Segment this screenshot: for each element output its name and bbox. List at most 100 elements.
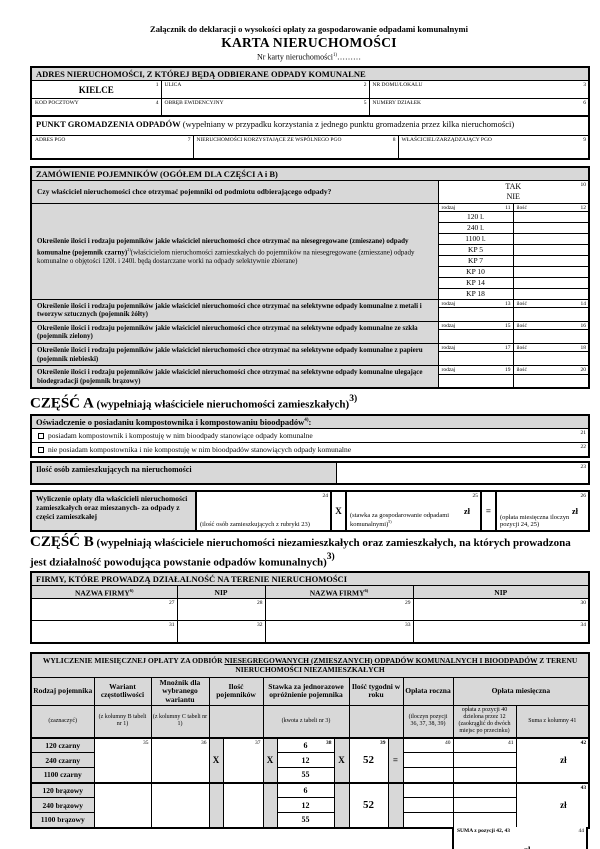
multiply-operator: X	[330, 489, 347, 532]
rodzaj-field[interactable]	[437, 373, 514, 389]
rodzaj-label: rodzaj	[441, 322, 456, 329]
row-label-1100-czarny[interactable]: 1100 czarny	[30, 767, 95, 784]
option-yes[interactable]: TAK	[505, 181, 522, 191]
equals-operator: =	[387, 736, 404, 784]
oplata-roczna-field[interactable]	[402, 781, 454, 799]
quantity-field[interactable]	[512, 351, 590, 367]
quantity-field[interactable]	[512, 329, 590, 345]
composter-no-checkbox[interactable]	[38, 446, 44, 453]
pgo-owner-field[interactable]: WŁAŚCICIEL/ZARZĄDZAJĄCY PGO 9	[397, 135, 590, 160]
residents-count-field[interactable]: 23	[335, 461, 590, 485]
multiply-operator: X	[208, 736, 224, 784]
company-name-field[interactable]: 33	[264, 620, 414, 644]
col-ilosc-header: Ilość pojemników	[208, 676, 264, 707]
row-label-120-brazowy[interactable]: 120 brązowy	[30, 781, 95, 799]
cell-number: 10	[580, 181, 587, 188]
option-no[interactable]: NIE	[506, 191, 520, 201]
containers-section-title: ZAMÓWIENIE POJEMNIKÓW (OGÓŁEM DLA CZĘŚCI…	[30, 166, 590, 181]
mnoznik-field-czarny[interactable]: 36	[150, 736, 210, 784]
postal-code-field[interactable]: KOD POCZTOWY 4	[30, 97, 162, 117]
col-mnoznik-caption: (z kolumny C tabeli nr 1)	[150, 705, 210, 739]
oplata-41-field[interactable]	[452, 812, 517, 829]
wariant-field-czarny[interactable]: 35	[93, 736, 152, 784]
rodzaj-field[interactable]	[437, 307, 514, 322]
ilosc-label: ilość	[516, 322, 527, 329]
oplata-roczna-field[interactable]	[402, 812, 454, 829]
quantity-field[interactable]	[512, 221, 590, 234]
oplata-roczna-field[interactable]	[402, 767, 454, 784]
quantity-field[interactable]	[512, 287, 590, 300]
company-name-field[interactable]: 31	[30, 620, 178, 644]
description-bold: Określenie ilości i rodzaju pojemników j…	[37, 346, 423, 363]
company-name-field[interactable]: 27	[30, 598, 178, 622]
quantity-field[interactable]	[512, 373, 590, 389]
cell-number: 32	[257, 622, 263, 629]
nip-field[interactable]: 28	[176, 598, 266, 622]
plot-numbers-field[interactable]: NUMERY DZIAŁEK 6	[368, 97, 590, 117]
card-number-dots: ………	[336, 52, 361, 62]
house-number-field[interactable]: NR DOMU/LOKALU 3	[368, 79, 590, 99]
oplata-roczna-field[interactable]: 40	[402, 736, 454, 754]
part-a-title-big: CZĘŚĆ A	[30, 395, 94, 412]
street-field[interactable]: ULICA 2	[160, 79, 370, 99]
oplata-roczna-field[interactable]	[402, 797, 454, 814]
nip-header: NIP	[412, 585, 590, 600]
rate-field[interactable]: 25 zł (stawka za gospodarowanie odpadami…	[345, 489, 482, 532]
ilosc-pojemnikow-field-czarny[interactable]: 37	[222, 736, 264, 784]
pgo-shared-field[interactable]: NIERUCHOMOŚCI KORZYSTAJĄCE ZE WSPÓLNEGO …	[192, 135, 399, 160]
cell-number: 16	[580, 322, 587, 329]
quantity-field[interactable]	[512, 210, 590, 223]
city-field[interactable]: 1 KIELCE	[30, 79, 162, 99]
oplata-41-field[interactable]	[452, 797, 517, 814]
cell-number: 40	[445, 739, 451, 746]
cell-number: 22	[580, 443, 587, 450]
row-label-1100-brazowy[interactable]: 1100 brązowy	[30, 812, 95, 829]
ilosc-pojemnikow-field-brazowy[interactable]	[222, 781, 264, 829]
residents-value-field[interactable]: 24 (ilość osób zamieszkujących z rubryki…	[195, 489, 332, 532]
card-number-label: Nr karty nieruchomości	[257, 52, 333, 62]
rodzaj-field[interactable]	[437, 351, 514, 367]
company-name-field[interactable]: 29	[264, 598, 414, 622]
pgo-address-field[interactable]: ADRES PGO 7	[30, 135, 194, 160]
suma-zl-brazowy-field[interactable]: 43 zł	[515, 781, 590, 829]
rodzaj-field[interactable]	[437, 329, 514, 345]
cell-number: 5	[363, 99, 367, 106]
row-label-240-brazowy[interactable]: 240 brązowy	[30, 797, 95, 814]
total-sum-box[interactable]: SUMA z pozycji 42, 43 44 zł	[452, 826, 588, 849]
cell-number: 1	[155, 81, 159, 88]
suma-zl-czarny-field[interactable]: 42 zł	[515, 736, 590, 784]
oplata-41-field[interactable]	[452, 752, 517, 769]
quantity-field[interactable]	[512, 265, 590, 278]
district-field[interactable]: OBRĘB EWIDENCYJNY 5	[160, 97, 370, 117]
cell-number: 20	[580, 367, 587, 374]
oplata-41-field[interactable]	[452, 781, 517, 799]
quantity-field[interactable]	[512, 307, 590, 322]
nip-field[interactable]: 30	[412, 598, 590, 622]
composter-option-yes-row: 21 posiadam kompostownik i kompostuję w …	[30, 427, 590, 443]
oplata-41-field[interactable]: 41	[452, 736, 517, 754]
fee-table-title: WYLICZENIE MIESIĘCZNEJ OPŁATY ZA ODBIÓR …	[30, 652, 590, 678]
oplata-roczna-field[interactable]	[402, 752, 454, 769]
monthly-fee-field[interactable]: 26 zł (opłata miesięczna iloczyn pozycji…	[495, 489, 590, 532]
row-label-240-czarny[interactable]: 240 czarny	[30, 752, 95, 769]
weeks-value: 52	[363, 754, 374, 767]
composter-yes-checkbox[interactable]	[38, 432, 44, 439]
description-bold: Określenie ilości i rodzaju pojemników j…	[37, 323, 418, 341]
brown-container-description: Określenie ilości i rodzaju pojemników j…	[30, 365, 439, 389]
row-label-120-czarny[interactable]: 120 czarny	[30, 736, 95, 754]
quantity-field[interactable]	[512, 243, 590, 256]
quantity-field[interactable]	[512, 232, 590, 245]
description-bold: Określenie ilości i rodzaju pojemników j…	[37, 237, 409, 257]
cell-number: 19	[505, 367, 511, 374]
nip-field[interactable]: 34	[412, 620, 590, 644]
container-type: 1100 l.	[437, 232, 514, 245]
quantity-field[interactable]	[512, 254, 590, 267]
cell-number: 13	[505, 300, 511, 307]
composter-option-no-row: 22 nie posiadam kompostownika i nie komp…	[30, 441, 590, 458]
nip-field[interactable]: 32	[176, 620, 266, 644]
wariant-field-brazowy[interactable]	[93, 781, 152, 829]
description-rest: (właścicielom nieruchomości zamieszkałyc…	[37, 248, 415, 265]
oplata-41-field[interactable]	[452, 767, 517, 784]
quantity-field[interactable]	[512, 276, 590, 289]
mnoznik-field-brazowy[interactable]	[150, 781, 210, 829]
